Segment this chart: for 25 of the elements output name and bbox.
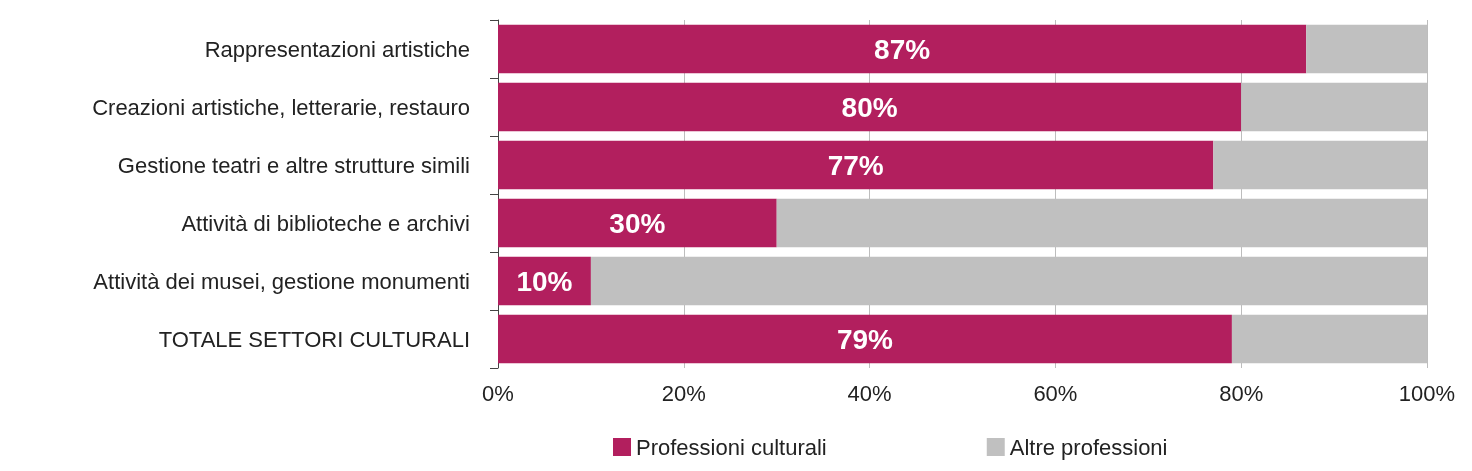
y-tick-label: Attività di biblioteche e archivi	[181, 210, 470, 236]
x-tick-label: 20%	[661, 380, 706, 406]
x-tick-label: 0%	[482, 380, 514, 406]
y-tick-label: Rappresentazioni artistiche	[204, 36, 470, 62]
bar	[498, 24, 1307, 74]
bar	[498, 82, 1242, 132]
legend-label: Professioni culturali	[636, 434, 827, 460]
data-label: 77%	[827, 149, 884, 181]
data-label: 80%	[841, 91, 898, 123]
bar	[498, 140, 1214, 190]
y-tick-label: Gestione teatri e altre strutture simili	[117, 152, 470, 178]
x-tick-label: 100%	[1398, 380, 1456, 406]
y-tick-label: Creazioni artistiche, letterarie, restauro	[92, 94, 470, 120]
y-tick-label: TOTALE SETTORI CULTURALI	[158, 326, 470, 352]
bar	[498, 314, 1232, 364]
bar	[498, 198, 777, 248]
y-tick-label: Attività dei musei, gestione monumenti	[93, 268, 470, 294]
x-tick-label: 60%	[1033, 380, 1078, 406]
x-tick-label: 80%	[1219, 380, 1264, 406]
data-label: 87%	[874, 33, 931, 65]
x-tick-label: 40%	[847, 380, 892, 406]
data-label: 10%	[516, 265, 573, 297]
data-label: 79%	[836, 323, 894, 355]
legend-label: Altre professioni	[1009, 434, 1168, 460]
data-label: 30%	[609, 207, 666, 239]
